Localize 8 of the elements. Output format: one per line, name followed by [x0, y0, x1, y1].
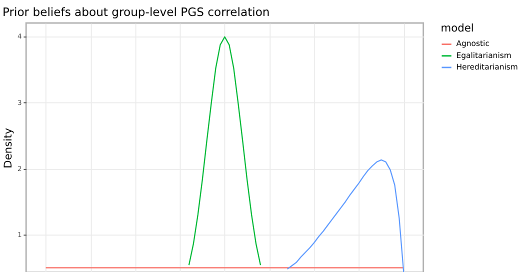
line-series — [286, 159, 404, 272]
line-series — [188, 36, 262, 266]
legend-label: Egalitarianism — [456, 50, 512, 60]
y-axis-title: Density — [2, 128, 15, 168]
legend-title: model — [440, 22, 474, 35]
legend-label: Hereditarianism — [456, 62, 518, 72]
chart-title: Prior beliefs about group-level PGS correlation — [2, 5, 270, 20]
legend-label: Agnostic — [456, 39, 490, 48]
